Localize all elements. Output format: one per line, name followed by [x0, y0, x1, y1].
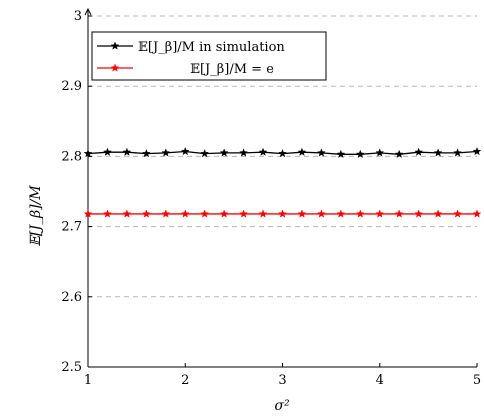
legend: 𝔼[J_β]/M in simulation 𝔼[J_β]/M = e: [91, 31, 327, 81]
data-point-1-0: [83, 209, 93, 218]
y-tick-label-2: 2.7: [61, 220, 82, 235]
data-point-1-4: [161, 209, 171, 218]
legend-box: [91, 31, 327, 81]
series-group: [83, 146, 482, 218]
data-point-1-10: [278, 209, 287, 218]
x-tick-label-0: 1: [84, 373, 92, 388]
data-point-0-3: [142, 149, 151, 158]
data-point-0-15: [375, 148, 385, 157]
data-point-0-14: [355, 149, 365, 158]
x-axis-label: σ²: [274, 398, 290, 414]
data-point-1-9: [258, 209, 268, 218]
data-point-0-0: [83, 149, 93, 158]
legend-label-1: 𝔼[J_β]/M = e: [190, 62, 274, 77]
y-tick-label-0: 2.5: [61, 360, 82, 375]
data-point-0-6: [200, 149, 210, 158]
data-point-0-18: [433, 148, 443, 157]
y-tick-label-1: 2.6: [61, 290, 82, 305]
data-point-1-15: [375, 209, 385, 218]
data-point-0-1: [103, 147, 112, 156]
data-point-1-7: [219, 209, 229, 218]
data-point-1-1: [103, 209, 112, 218]
legend-marker-1: [110, 63, 120, 72]
data-point-1-17: [414, 209, 423, 218]
data-point-0-2: [122, 147, 132, 156]
y-tick-label-5: 3: [74, 9, 82, 24]
data-point-1-5: [180, 209, 190, 218]
legend-marker-0: [110, 41, 120, 50]
data-point-1-12: [317, 209, 326, 218]
series-1: [83, 209, 482, 218]
data-point-0-12: [317, 148, 326, 157]
data-point-1-2: [122, 209, 132, 218]
data-point-1-6: [200, 209, 210, 218]
data-point-0-11: [297, 147, 307, 156]
data-point-1-3: [142, 209, 151, 218]
x-tick-label-1: 2: [181, 373, 189, 388]
x-tick-label-2: 3: [278, 373, 286, 388]
data-point-1-19: [453, 209, 462, 218]
data-point-1-14: [355, 209, 365, 218]
y-axis-label: 𝔼[J_β]/M: [28, 185, 44, 247]
y-tick-label-4: 2.9: [61, 79, 82, 94]
data-point-0-9: [258, 147, 268, 156]
data-point-0-8: [239, 148, 248, 157]
data-point-1-18: [433, 209, 443, 218]
data-point-0-5: [180, 146, 190, 156]
data-point-1-13: [336, 209, 346, 218]
data-point-0-4: [161, 148, 171, 157]
x-tick-label-4: 5: [473, 373, 481, 388]
x-tick-label-3: 4: [376, 373, 384, 388]
data-point-0-17: [414, 147, 423, 156]
data-point-1-11: [297, 209, 307, 218]
data-point-0-13: [336, 149, 346, 158]
data-point-0-10: [278, 149, 287, 158]
data-point-1-20: [472, 209, 482, 218]
data-point-1-16: [394, 209, 404, 218]
legend-label-0: 𝔼[J_β]/M in simulation: [138, 40, 285, 55]
data-point-0-20: [472, 146, 482, 156]
data-point-0-7: [219, 148, 229, 157]
ticks: 1 2 3 4 5 2.5 2.6 2.7 2.8 2.9 3: [61, 9, 481, 388]
data-point-1-8: [239, 209, 248, 218]
y-axis-arrow: [84, 7, 92, 16]
data-point-0-19: [453, 148, 462, 157]
series-0: [83, 146, 482, 158]
y-tick-label-3: 2.8: [61, 149, 82, 164]
data-point-0-16: [394, 149, 404, 158]
